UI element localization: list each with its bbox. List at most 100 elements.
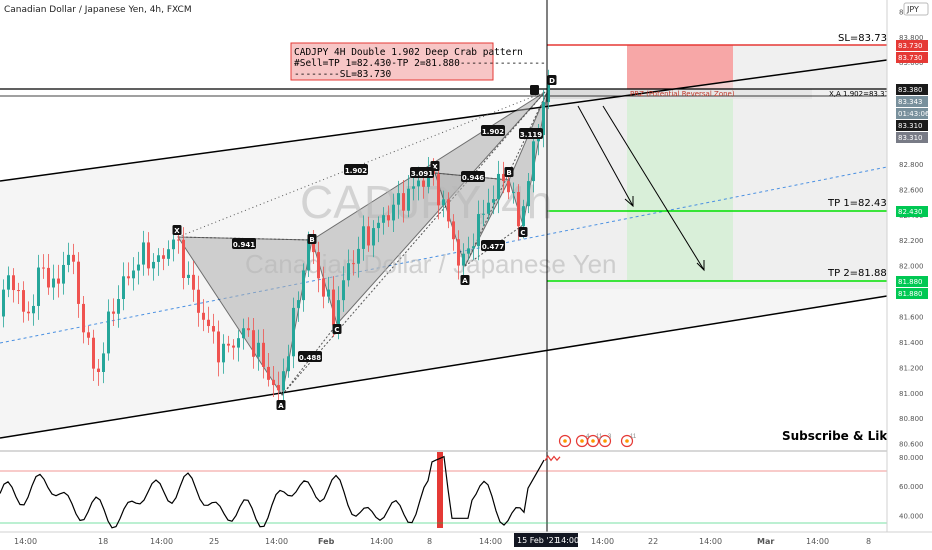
candle-body	[497, 173, 500, 200]
candle-body	[162, 255, 165, 259]
trade-note-line-2: #Sell=TP 1=82.430-TP 2=81.880-----------…	[294, 58, 546, 69]
candle-body	[252, 330, 255, 357]
candle-body	[37, 267, 40, 306]
price-tag-box	[896, 84, 928, 95]
event-count: 3	[608, 434, 612, 440]
event-icon[interactable]	[586, 434, 600, 448]
candle-body	[372, 228, 375, 246]
arrow-to-tp1[interactable]	[577, 105, 634, 207]
candle-body	[107, 311, 110, 354]
candle-body	[232, 345, 235, 348]
candle-body	[317, 252, 320, 279]
channel-lower-line[interactable]	[0, 295, 888, 439]
pattern1-ad	[281, 91, 546, 396]
channel-midline[interactable]	[0, 166, 888, 344]
time-label: 22	[648, 537, 658, 546]
trade-note-line-1: CADJPY 4H Double 1.902 Deep Crab pattern	[294, 47, 523, 58]
candle-body	[47, 267, 50, 288]
ratio-badge	[344, 164, 368, 175]
subscribe-label: Subscribe & Like!!!	[782, 429, 912, 443]
candle-body	[182, 239, 185, 279]
time-label: 14:00	[265, 537, 288, 546]
symbol-title[interactable]: Canadian Dollar / Japanese Yen, 4h, FXCM	[4, 5, 192, 15]
candle-body	[157, 255, 160, 262]
candle-body	[342, 280, 345, 301]
candle-body	[122, 276, 125, 300]
pattern-point-marker	[172, 225, 182, 235]
oscillator-line-extension	[544, 455, 561, 462]
candle-body	[272, 379, 275, 386]
price-tag-box	[896, 120, 928, 131]
candle-body	[507, 181, 510, 193]
price-tag-box	[896, 132, 928, 143]
candle-body	[387, 215, 390, 221]
pattern-point-label: A	[462, 277, 468, 285]
pattern-point-label: X	[432, 163, 438, 171]
ratio-label: 0.477	[482, 243, 504, 251]
pattern-point-label: B	[506, 169, 511, 177]
trade-note[interactable]: CADJPY 4H Double 1.902 Deep Crab pattern…	[290, 42, 546, 81]
current-time-tag	[514, 533, 578, 547]
candle-body	[132, 270, 135, 279]
channel-fill	[0, 60, 887, 438]
candle-body	[112, 311, 115, 314]
currency-badge-box[interactable]	[903, 2, 929, 16]
price-axis[interactable]: 84.00083.80083.60083.40083.20083.00082.8…	[886, 0, 932, 532]
pattern-point-marker	[276, 400, 286, 410]
projection-arrows	[577, 105, 705, 272]
event-icon[interactable]	[598, 434, 612, 448]
candle-body	[442, 199, 445, 206]
event-icon-dot	[625, 439, 629, 443]
event-icon[interactable]	[558, 434, 572, 448]
price-tick-label: 83.600	[899, 59, 924, 67]
price-tags: 83.730 83.730 83.380 83.343 01:43:06 83.310 83…	[896, 40, 930, 299]
price-tick-label: 82.600	[899, 186, 924, 194]
channel-upper-line[interactable]	[0, 59, 888, 182]
event-icon-dot	[580, 439, 584, 443]
arrow-to-tp2[interactable]	[602, 105, 705, 271]
ratio-label: 0.946	[462, 174, 484, 182]
pattern-point-marker	[518, 227, 528, 237]
candle-body	[417, 180, 420, 187]
header-bar: Canadian Dollar / Japanese Yen, 4h, FXCM…	[4, 2, 929, 16]
pattern-point-marker	[307, 234, 317, 244]
candle-body	[477, 214, 480, 247]
time-label: 18	[98, 537, 108, 546]
oscillator-pane	[0, 452, 887, 529]
candle-body	[347, 263, 350, 281]
event-icons[interactable]: 4 11 3 11	[558, 434, 637, 448]
candle-body	[407, 188, 410, 211]
osc-tick-label: 80.000	[899, 454, 924, 462]
ratio-label: 1.902	[482, 128, 504, 136]
candle-body	[302, 270, 305, 301]
event-icon[interactable]	[620, 434, 634, 448]
tp1-label: TP 1=82.430	[827, 198, 893, 209]
time-axis[interactable]: 14:00 18 14:00 25 14:00 Feb 14:00 8 14:00 14:00 22…	[0, 531, 932, 550]
time-label: 14:00	[479, 537, 502, 546]
pattern-point-labels: X A B C X A B C D	[172, 75, 557, 410]
time-label: 14:00	[370, 537, 393, 546]
price-tick-label: 80.600	[899, 441, 924, 449]
candle-body	[62, 264, 65, 284]
candle-body	[357, 248, 360, 264]
price-tag-label: 83.380	[898, 86, 923, 94]
candle-body	[472, 246, 475, 249]
current-time: 14:00	[556, 536, 579, 545]
price-tick-label: 81.000	[899, 390, 924, 398]
candle-body	[147, 242, 150, 269]
prz-label: PRZ (Potential Reversal Zone)	[630, 90, 735, 98]
candle-body	[202, 312, 205, 320]
ratio-badge	[481, 125, 505, 136]
candle-body	[2, 289, 5, 317]
time-label: 14:00	[14, 537, 37, 546]
ratio-badge	[461, 171, 485, 182]
time-label: 14:00	[150, 537, 173, 546]
ratio-labels: 0.941 0.488 1.902 3.091 0.946 0.477 1.902 3.119	[232, 125, 543, 362]
oscillator-line[interactable]	[0, 455, 545, 529]
price-tick-label: 80.800	[899, 415, 924, 423]
watermark-sub: Canadian Dollar / Japanese Yen	[245, 249, 617, 279]
ratio-label: 3.119	[520, 131, 542, 139]
price-tag-label: 83.310	[898, 134, 923, 142]
candle-body	[277, 385, 280, 391]
